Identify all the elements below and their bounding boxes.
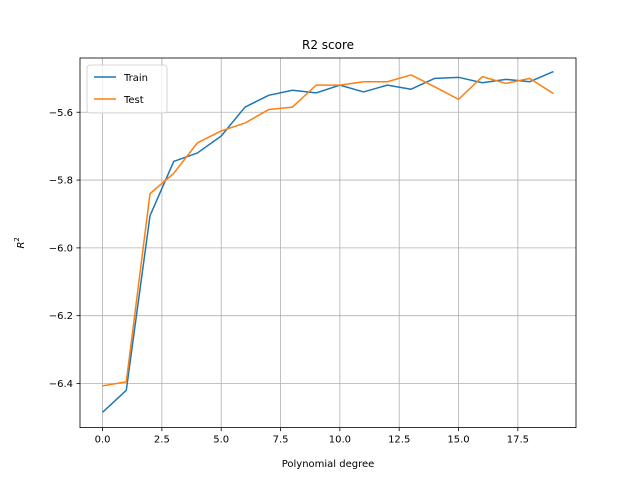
y-axis-label-main: R	[16, 242, 27, 249]
series-line-test	[102, 74, 554, 387]
x-tick-label: 7.5	[273, 435, 289, 446]
y-tick-label: −6.4	[49, 379, 73, 390]
y-tick-label: −6.0	[49, 243, 73, 254]
chart-title: R2 score	[302, 38, 354, 52]
legend-label-test: Test	[123, 95, 144, 106]
x-tick-label: 17.5	[507, 435, 529, 446]
y-tick-label: −5.8	[49, 176, 73, 187]
x-tick-label: 0.0	[95, 435, 111, 446]
x-tick-label: 15.0	[447, 435, 469, 446]
legend-label-train: Train	[123, 73, 148, 84]
y-tick-label: −5.6	[49, 108, 73, 119]
x-tick-label: 10.0	[329, 435, 351, 446]
x-tick-label: 2.5	[154, 435, 170, 446]
grid	[80, 58, 576, 428]
y-tick-label: −6.2	[49, 311, 73, 322]
series-line-train	[102, 70, 554, 413]
legend: Train Test	[86, 64, 168, 114]
x-axis-label: Polynomial degree	[282, 459, 375, 470]
y-axis-label: R2	[13, 237, 27, 248]
svg-text:R2: R2	[13, 237, 27, 248]
x-tick-label: 5.0	[213, 435, 229, 446]
plot-frame	[79, 57, 577, 429]
axis-ticks: 0.0 2.5 5.0 7.5 10.0 12.5 15.0 17.5 −6.4 −6.2 −6.0…	[49, 108, 529, 446]
y-axis-label-sup: 2	[13, 237, 21, 241]
series-lines	[102, 70, 554, 413]
x-tick-label: 12.5	[388, 435, 410, 446]
